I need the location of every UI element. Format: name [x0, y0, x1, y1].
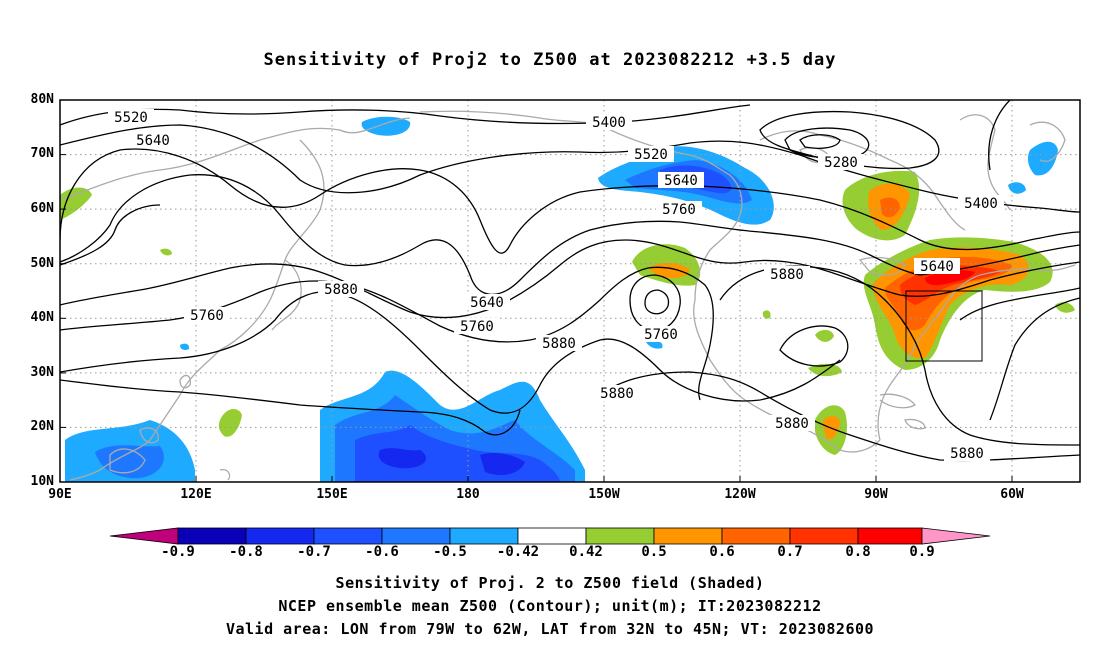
lat-label: 70N: [30, 146, 54, 161]
contour-label: 5880: [324, 282, 358, 298]
colorbar-label: -0.42: [496, 544, 540, 560]
colorbar-cell: [177, 527, 247, 545]
lat-label: 20N: [30, 419, 54, 434]
colorbar-cell: [921, 527, 991, 545]
lon-label: 120E: [180, 487, 212, 502]
contour-label: 5760: [662, 202, 696, 218]
contour-label: 5880: [600, 386, 634, 402]
contour-label: 5880: [950, 446, 984, 462]
positive-sensitivity-region: [1055, 302, 1075, 313]
lat-label: 30N: [30, 365, 54, 380]
contour-label: 5400: [592, 115, 626, 131]
lon-label: 150E: [316, 487, 348, 502]
colorbar-label: -0.9: [161, 544, 195, 560]
colorbar-cell: [789, 527, 859, 545]
colorbar-cell: [653, 527, 723, 545]
lon-label: 90W: [864, 487, 888, 502]
contour-label: 5760: [644, 327, 678, 343]
contour-label: 5640: [470, 295, 504, 311]
colorbar-cell: [585, 527, 655, 545]
z500-contours: [60, 100, 1080, 462]
colorbar-cell: [517, 527, 587, 545]
colorbar-label: -0.5: [433, 544, 467, 560]
negative-sensitivity-region: [1027, 141, 1058, 176]
lon-label: 180: [456, 487, 480, 502]
contour-label: 5760: [460, 319, 494, 335]
contour-label: 5400: [964, 196, 998, 212]
lon-label: 120W: [724, 487, 756, 502]
contour-label: 5520: [114, 110, 148, 126]
colorbar-cell: [381, 527, 451, 545]
contour-label: 5520: [634, 147, 668, 163]
contour-label: 5640: [664, 173, 698, 189]
caption-line: Sensitivity of Proj. 2 to Z500 field (Sh…: [335, 574, 765, 592]
colorbar-label: -0.7: [297, 544, 331, 560]
contour-label: 5760: [190, 308, 224, 324]
colorbar-label: -0.8: [229, 544, 263, 560]
colorbar-cell: [313, 527, 383, 545]
lat-label: 40N: [30, 310, 54, 325]
colorbar-cell: [721, 527, 791, 545]
colorbar-label: 0.9: [909, 544, 935, 560]
map-frame: [59, 99, 1081, 483]
positive-sensitivity-region: [160, 248, 172, 256]
lat-label: 80N: [30, 92, 54, 107]
caption-line: NCEP ensemble mean Z500 (Contour); unit(…: [278, 597, 822, 615]
colorbar-cell: [857, 527, 923, 545]
contour-label: 5880: [775, 416, 809, 432]
positive-sensitivity-region: [60, 187, 92, 220]
colorbar: [109, 527, 991, 545]
contour-label: 5280: [824, 155, 858, 171]
lon-label: 150W: [588, 487, 620, 502]
lon-label: 60W: [1000, 487, 1024, 502]
positive-sensitivity-region: [762, 310, 771, 319]
axis-ticks: [60, 99, 1013, 482]
colorbar-label: 0.7: [777, 544, 803, 560]
valid-area-box: [905, 290, 983, 362]
lon-label: 90E: [48, 487, 72, 502]
positive-sensitivity-region: [218, 408, 242, 437]
colorbar-cell: [245, 527, 315, 545]
colorbar-label: -0.6: [365, 544, 399, 560]
negative-sensitivity-region: [1008, 182, 1026, 194]
lat-label: 60N: [30, 201, 54, 216]
colorbar-label: 0.42: [569, 544, 603, 560]
positive-sensitivity-region: [880, 197, 900, 218]
contour-label: 5880: [542, 336, 576, 352]
negative-sensitivity-region: [378, 448, 427, 469]
colorbar-label: 0.6: [709, 544, 735, 560]
caption-line: Valid area: LON from 79W to 62W, LAT fro…: [225, 620, 875, 638]
positive-sensitivity-region: [815, 329, 834, 342]
lat-label: 10N: [30, 474, 54, 489]
colorbar-label: 0.8: [845, 544, 871, 560]
contour-label: 5640: [136, 133, 170, 149]
coastlines: [60, 110, 1076, 481]
contour-label: 5880: [770, 267, 804, 283]
figure-title: Sensitivity of Proj2 to Z500 at 20230822…: [263, 50, 837, 70]
colorbar-cell: [449, 527, 519, 545]
positive-sensitivity-region: [180, 343, 190, 350]
negative-sensitivity-region: [480, 452, 525, 475]
negative-sensitivity-region: [361, 116, 411, 136]
contour-label-group: 5520 5640 5400 5520 5640 5280 5400 5760 …: [108, 109, 1004, 462]
colorbar-label: 0.5: [641, 544, 667, 560]
contour-label: 5640: [920, 259, 954, 275]
lat-label: 50N: [30, 256, 54, 271]
colorbar-cell: [109, 527, 179, 545]
